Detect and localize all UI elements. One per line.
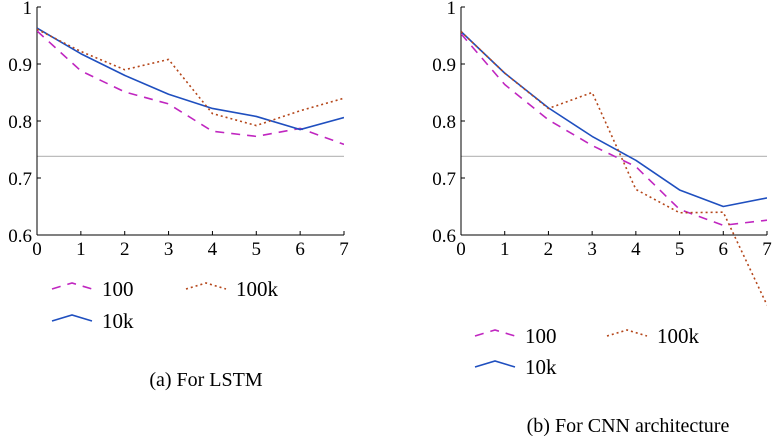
series-line-100 [37,30,344,146]
legend-label: 100 [102,277,134,301]
x-tick-label: 0 [456,239,466,260]
legend-swatch [606,329,648,337]
y-tick-label: 0.8 [432,112,456,133]
legend-swatch [474,360,516,368]
legend-entry-100: 100 [51,277,134,301]
y-tick-label: 1 [447,0,457,19]
chart-caption: (a) For LSTM [149,369,263,391]
x-tick-label: 1 [76,239,86,260]
legend-entry-100k: 100k [606,324,700,348]
legend-swatch [51,282,93,290]
y-tick-label: 0.7 [432,169,456,190]
x-tick-label: 4 [631,239,641,260]
y-tick-label: 0.9 [432,55,456,76]
legend-entry-10k: 10k [51,309,134,333]
chart-caption: (b) For CNN architecture [527,415,730,436]
x-tick-label: 7 [762,239,772,260]
legend-label: 100k [236,277,279,301]
legend-label: 10k [525,355,557,379]
legend-swatch [474,329,516,337]
legend-entry-100: 100 [474,324,557,348]
y-tick-label: 1 [23,0,33,19]
y-tick-label: 0.6 [8,226,32,247]
legend-label: 100k [657,324,700,348]
series-line-10k [37,27,344,131]
series-line-100k [461,30,767,306]
x-tick-label: 4 [208,239,218,260]
x-tick-label: 1 [500,239,510,260]
chart-lstm: 0.6 0.7 0.8 0.9 1 0 1 2 3 4 5 6 7 100 10k 100k (a) For L… [8,0,349,391]
legend-label: 100 [525,324,557,348]
legend-entry-100k: 100k [185,277,279,301]
series-line-100 [461,33,767,227]
series-line-10k [461,30,767,208]
x-tick-label: 2 [544,239,554,260]
x-tick-label: 6 [295,239,305,260]
legend-swatch [51,314,93,322]
x-tick-label: 6 [719,239,729,260]
y-tick-label: 0.6 [432,226,456,247]
x-tick-label: 0 [32,239,42,260]
x-tick-label: 2 [120,239,130,260]
series-line-100k [37,28,344,127]
x-tick-label: 3 [164,239,174,260]
legend-label: 10k [102,309,134,333]
x-tick-label: 5 [252,239,262,260]
y-tick-label: 0.9 [8,55,32,76]
x-tick-label: 7 [339,239,349,260]
x-tick-label: 5 [675,239,685,260]
y-tick-label: 0.8 [8,112,32,133]
legend-entry-10k: 10k [474,355,557,379]
x-tick-label: 3 [587,239,597,260]
y-tick-label: 0.7 [8,169,32,190]
legend-swatch [185,282,227,290]
chart-cnn: 0.6 0.7 0.8 0.9 1 0 1 2 3 4 5 6 7 100 10k 100k (b) For C… [432,0,772,436]
